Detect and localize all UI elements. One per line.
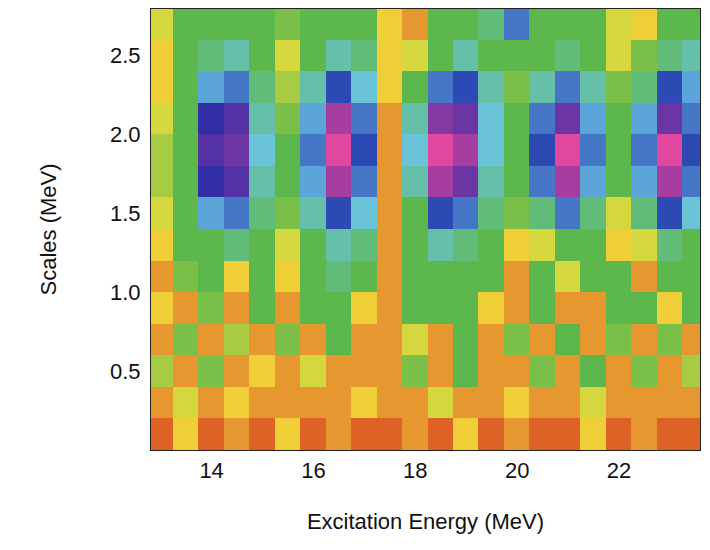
svg-text:22: 22 xyxy=(607,458,631,483)
svg-text:Excitation Energy (MeV): Excitation Energy (MeV) xyxy=(307,509,544,534)
svg-text:Scales (MeV): Scales (MeV) xyxy=(36,163,61,295)
svg-text:1.5: 1.5 xyxy=(110,201,141,226)
svg-text:2.0: 2.0 xyxy=(110,122,141,147)
svg-text:14: 14 xyxy=(199,458,223,483)
svg-text:1.0: 1.0 xyxy=(110,280,141,305)
svg-text:18: 18 xyxy=(403,458,427,483)
svg-text:16: 16 xyxy=(301,458,325,483)
svg-text:2.5: 2.5 xyxy=(110,43,141,68)
svg-text:20: 20 xyxy=(505,458,529,483)
svg-text:0.5: 0.5 xyxy=(110,359,141,384)
